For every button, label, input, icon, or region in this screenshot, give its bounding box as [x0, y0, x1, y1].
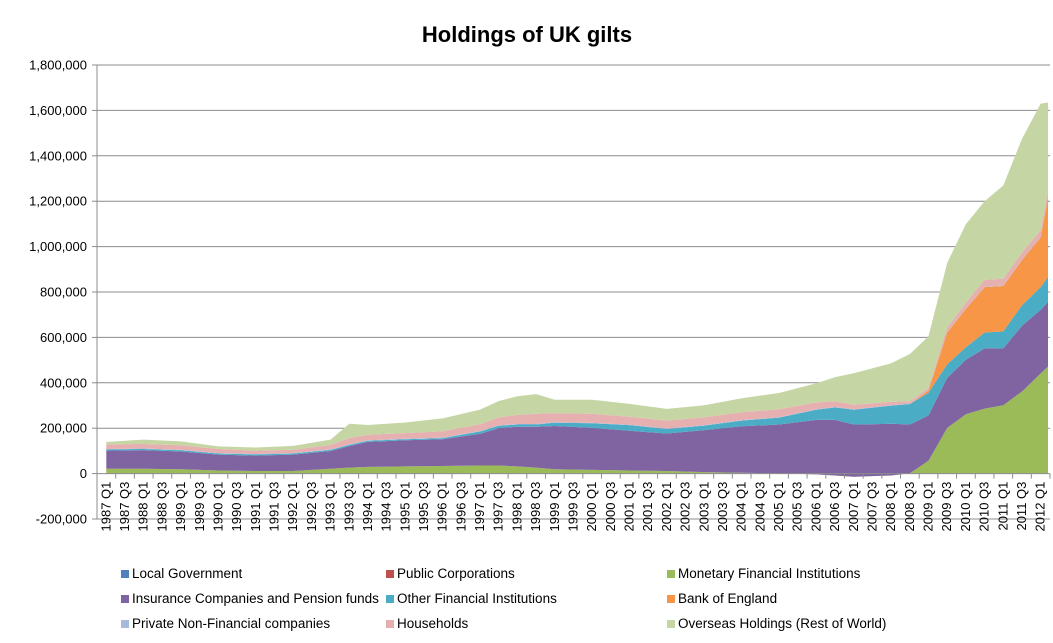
- legend: Local Government Public Corporations Monet…: [121, 566, 886, 631]
- legend-label: Local Government: [132, 566, 243, 581]
- x-tick-label: 2003 Q1: [696, 482, 711, 532]
- y-tick-label: 1,800,000: [29, 58, 87, 73]
- legend-label: Other Financial Institutions: [397, 591, 557, 606]
- x-tick-label: 1994 Q3: [379, 482, 394, 532]
- x-tick-label: 2005 Q3: [790, 482, 805, 532]
- y-tick-label: 0: [80, 466, 87, 481]
- x-tick-label: 2000 Q3: [603, 482, 618, 532]
- x-tick-label: 1990 Q3: [229, 482, 244, 532]
- x-tick-label: 1991 Q3: [267, 482, 282, 532]
- gridlines: [97, 64, 1050, 520]
- x-tick-label: 1998 Q3: [528, 482, 543, 532]
- y-tick-label: 200,000: [40, 421, 87, 436]
- x-tick-label: 1989 Q1: [173, 482, 188, 532]
- x-tick-label: 2006 Q1: [808, 482, 823, 532]
- x-tick-label: 1992 Q1: [285, 482, 300, 532]
- x-tick-label: 2001 Q1: [622, 482, 637, 532]
- legend-swatch: [386, 595, 394, 603]
- x-tick-label: 2010 Q1: [958, 482, 973, 532]
- stacked-areas: [106, 102, 1049, 477]
- y-tick-label: 1,200,000: [29, 194, 87, 209]
- x-tick-label: 2010 Q3: [977, 482, 992, 532]
- x-tick-label: 1993 Q1: [323, 482, 338, 532]
- x-tick-label: 1990 Q1: [210, 482, 225, 532]
- x-tick-label: 2004 Q3: [752, 482, 767, 532]
- legend-label: Insurance Companies and Pension funds: [132, 591, 379, 606]
- x-tick-label: 2012 Q1: [1033, 482, 1048, 532]
- x-tick-label: 2002 Q1: [659, 482, 674, 532]
- x-tick-label: 2002 Q3: [678, 482, 693, 532]
- x-tick-labels: 1987 Q1 1987 Q3 1988 Q1 1988 Q3 1989 Q1 1989 …: [98, 482, 1047, 532]
- legend-swatch: [386, 570, 394, 578]
- x-tick-label: 1987 Q1: [98, 482, 113, 532]
- legend-label: Private Non-Financial companies: [132, 616, 330, 631]
- x-tick-label: 1991 Q1: [248, 482, 263, 532]
- area-other-financial-institutions: [106, 276, 1049, 456]
- x-tick-label: 2007 Q3: [864, 482, 879, 532]
- x-tick-label: 1988 Q3: [154, 482, 169, 532]
- axes: [92, 64, 1051, 520]
- x-tick-label: 2000 Q1: [584, 482, 599, 532]
- x-tick-label: 2008 Q3: [902, 482, 917, 532]
- x-tick-label: 1996 Q3: [453, 482, 468, 532]
- x-tick-label: 1995 Q1: [397, 482, 412, 532]
- x-tick-label: 1987 Q3: [117, 482, 132, 532]
- x-tick-label: 1992 Q3: [304, 482, 319, 532]
- x-tick-label: 2008 Q1: [883, 482, 898, 532]
- y-tick-label: -200,000: [36, 512, 87, 527]
- y-tick-label: 1,600,000: [29, 103, 87, 118]
- x-tick-label: 2011 Q3: [1014, 482, 1029, 531]
- x-tick-label: 1998 Q1: [509, 482, 524, 532]
- x-tick-label: 2007 Q1: [846, 482, 861, 532]
- x-tick-label: 1997 Q3: [491, 482, 506, 532]
- x-tick-label: 2005 Q1: [771, 482, 786, 532]
- x-tick-label: 2011 Q1: [995, 482, 1010, 531]
- x-tick-label: 1993 Q3: [341, 482, 356, 532]
- x-tick-label: 1994 Q1: [360, 482, 375, 532]
- legend-label: Public Corporations: [397, 566, 515, 581]
- x-tick-label: 2004 Q1: [734, 482, 749, 532]
- x-tick-label: 2003 Q3: [715, 482, 730, 532]
- x-tick-label: 2001 Q3: [640, 482, 655, 532]
- x-tick-label: 2009 Q3: [939, 482, 954, 532]
- legend-label: Overseas Holdings (Rest of World): [678, 616, 886, 631]
- legend-swatch: [121, 595, 129, 603]
- x-tick-label: 1988 Q1: [136, 482, 151, 532]
- legend-label: Households: [397, 616, 469, 631]
- y-tick-labels: -200,000 0 200,000 400,000 600,000 800,000 1,0…: [29, 58, 87, 527]
- legend-swatch: [667, 595, 675, 603]
- y-tick-label: 400,000: [40, 375, 87, 390]
- x-tick-label: 1996 Q1: [435, 482, 450, 532]
- legend-swatch: [667, 620, 675, 628]
- x-tick-label: 2006 Q3: [827, 482, 842, 532]
- area-insurance-companies-and-pension-funds: [106, 301, 1049, 477]
- x-tick-label: 1999 Q1: [547, 482, 562, 532]
- legend-swatch: [121, 570, 129, 578]
- x-tick-label: 1997 Q1: [472, 482, 487, 532]
- legend-swatch: [667, 570, 675, 578]
- y-tick-label: 800,000: [40, 285, 87, 300]
- y-tick-label: 1,000,000: [29, 239, 87, 254]
- chart-title: Holdings of UK gilts: [422, 22, 632, 47]
- y-tick-label: 1,400,000: [29, 148, 87, 163]
- x-tick-label: 1999 Q3: [566, 482, 581, 532]
- legend-label: Monetary Financial Institutions: [678, 566, 861, 581]
- legend-swatch: [121, 620, 129, 628]
- legend-label: Bank of England: [678, 591, 777, 606]
- x-tick-label: 1995 Q3: [416, 482, 431, 532]
- legend-swatch: [386, 620, 394, 628]
- area-monetary-financial-institutions: [106, 366, 1049, 477]
- x-tick-label: 2009 Q1: [921, 482, 936, 532]
- x-tick-label: 1989 Q3: [192, 482, 207, 532]
- area-overseas-holdings-rest-of-world: [106, 102, 1049, 451]
- y-tick-label: 600,000: [40, 330, 87, 345]
